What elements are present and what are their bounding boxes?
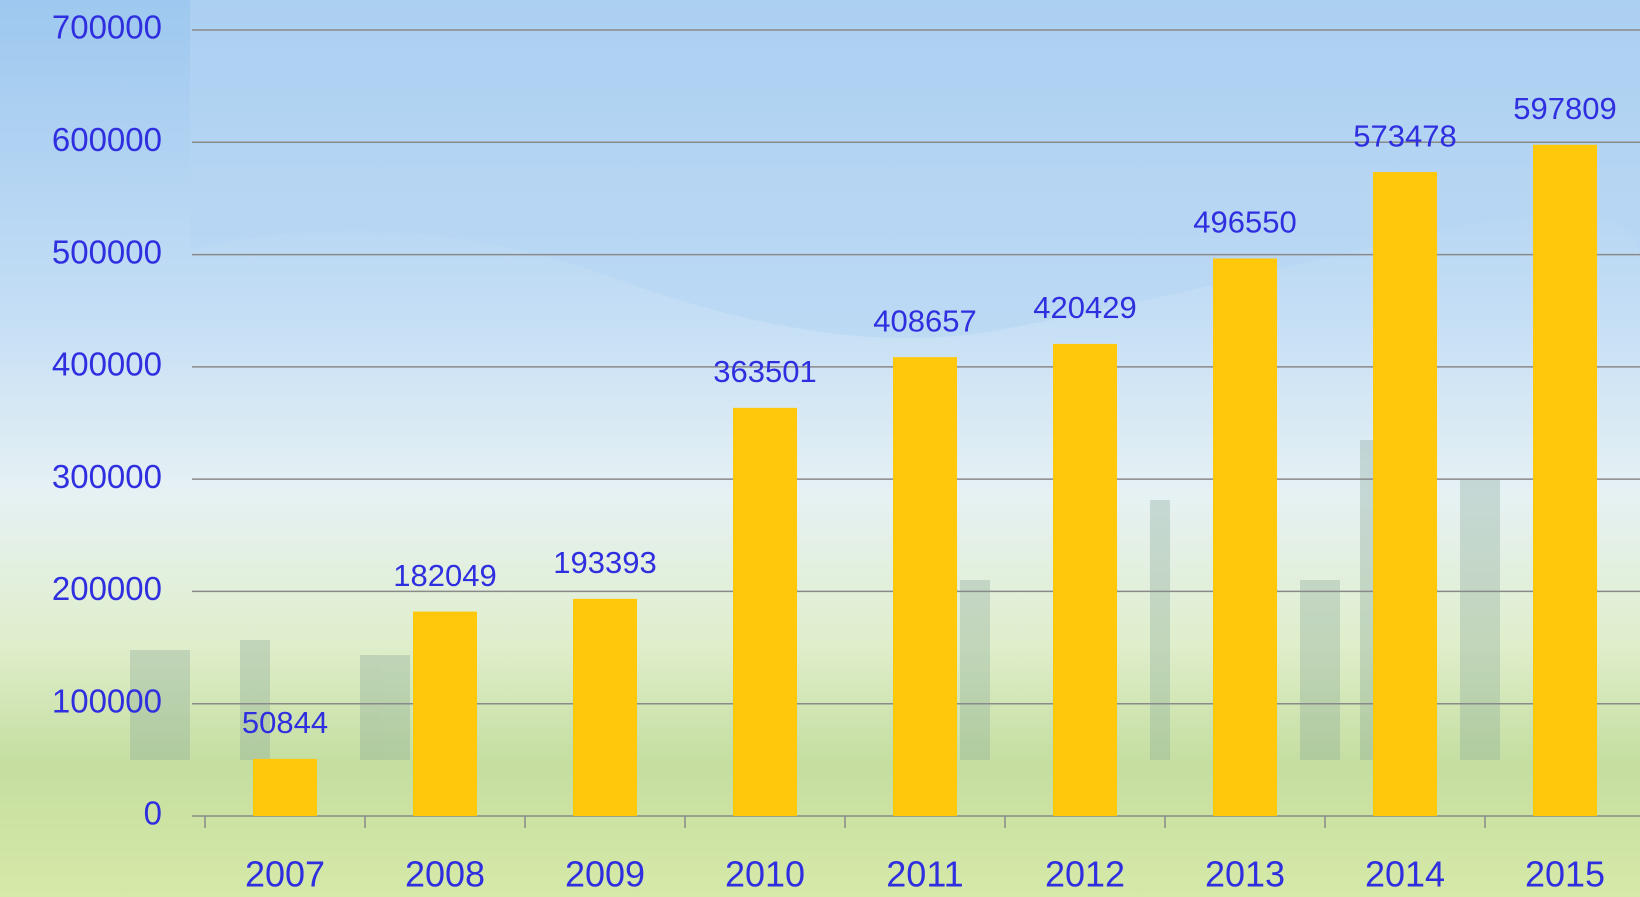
bar	[1533, 145, 1597, 816]
x-tick-label: 2013	[1205, 854, 1285, 895]
y-tick-label: 100000	[52, 682, 162, 719]
x-tick-label: 2011	[886, 854, 963, 895]
y-tick-label: 400000	[52, 346, 162, 383]
x-tick-label: 2008	[405, 854, 485, 895]
data-label: 182049	[393, 558, 496, 593]
data-label: 363501	[713, 354, 816, 389]
x-tick-label: 2009	[565, 854, 645, 895]
x-tick-label: 2015	[1525, 854, 1605, 895]
y-tick-label: 300000	[52, 458, 162, 495]
data-label: 193393	[553, 545, 656, 580]
page: 0 100000 200000 300000 400000 500000 600000 700…	[0, 0, 1640, 897]
data-label: 573478	[1353, 118, 1456, 153]
data-label: 408657	[873, 303, 976, 338]
y-tick-label: 200000	[52, 570, 162, 607]
x-tick-label: 2014	[1365, 854, 1445, 895]
chart: 0 100000 200000 300000 400000 500000 600000 700…	[0, 0, 1640, 897]
data-label: 420429	[1033, 290, 1136, 325]
y-tick-label: 500000	[52, 233, 162, 270]
y-tick-label: 600000	[52, 121, 162, 158]
bar	[733, 408, 797, 816]
bar	[253, 759, 317, 816]
y-tick-label: 700000	[52, 9, 162, 46]
data-label: 50844	[242, 705, 328, 740]
y-tick-label: 0	[144, 795, 162, 832]
bar	[573, 599, 637, 816]
x-tick-label: 2010	[725, 854, 805, 895]
data-label: 496550	[1193, 205, 1296, 240]
x-tick-label: 2012	[1045, 854, 1125, 895]
bar	[1053, 344, 1117, 816]
bar	[1213, 258, 1277, 816]
data-label: 597809	[1513, 91, 1616, 126]
bar	[413, 612, 477, 816]
bar	[1373, 172, 1437, 816]
x-tick-label: 2007	[245, 854, 325, 895]
bar	[893, 357, 957, 816]
